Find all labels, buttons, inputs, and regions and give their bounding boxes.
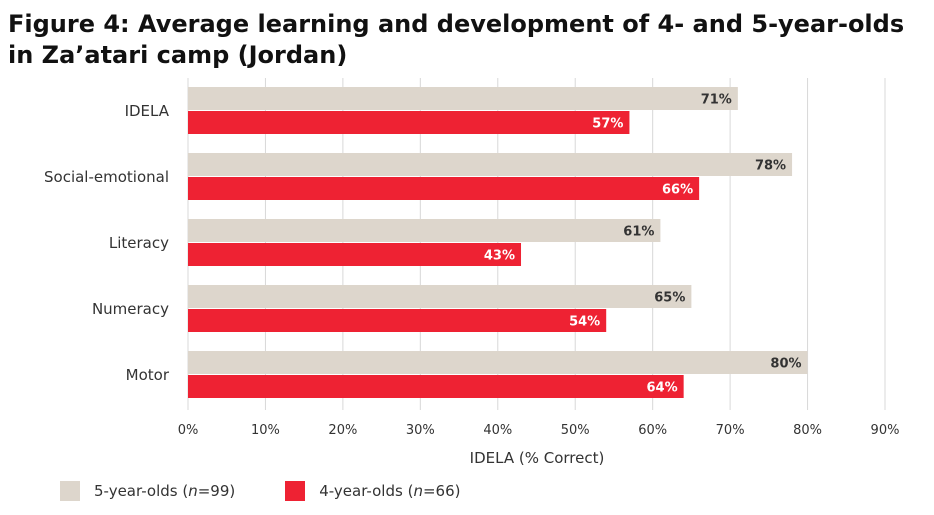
data-label: 43%: [484, 249, 515, 264]
bar: [188, 87, 738, 110]
x-tick-label: 30%: [406, 423, 435, 438]
legend-swatch-5-year-olds: [60, 481, 80, 501]
x-tick-label: 40%: [483, 423, 512, 438]
x-tick-label: 50%: [561, 423, 590, 438]
bar: [188, 375, 684, 398]
bar: [188, 219, 661, 242]
bar: [188, 285, 692, 308]
category-label: Literacy: [109, 234, 169, 252]
bar-chart: 71% 57% 78% 66% 61% 43% 65% 54% 80% 64% IDELA Soci…: [44, 78, 900, 467]
bar: [188, 243, 522, 266]
x-tick-label: 20%: [328, 423, 357, 438]
data-labels: 71% 57% 78% 66% 61% 43% 65% 54% 80% 64%: [484, 93, 802, 396]
x-tick-label: 80%: [793, 423, 822, 438]
x-axis-label: IDELA (% Correct): [470, 449, 605, 467]
bar: [188, 309, 607, 332]
bar: [188, 153, 793, 176]
legend-item-5-year-olds: 5-year-olds (n=99): [60, 481, 235, 501]
category-label: Motor: [126, 366, 170, 384]
bar: [188, 111, 630, 134]
category-label: Numeracy: [92, 300, 169, 318]
data-label: 61%: [623, 225, 654, 240]
data-label: 66%: [662, 183, 693, 198]
data-label: 57%: [592, 117, 623, 132]
legend-item-4-year-olds: 4-year-olds (n=66): [285, 481, 460, 501]
legend-label-4-year-olds: 4-year-olds (n=66): [319, 482, 461, 500]
chart-title: Figure 4: Average learning and developme…: [8, 9, 928, 71]
bar: [188, 177, 700, 200]
data-label: 78%: [755, 159, 786, 174]
x-tick-labels: 0% 10% 20% 30% 40% 50% 60% 70% 80% 90%: [178, 423, 900, 438]
bar: [188, 351, 808, 374]
legend-label-5-year-olds: 5-year-olds (n=99): [94, 482, 236, 500]
chart-title-line-2: in Za’atari camp (Jordan): [8, 41, 348, 69]
category-label: IDELA: [125, 102, 170, 120]
bars: [188, 87, 808, 398]
legend: 5-year-olds (n=99) 4-year-olds (n=66): [60, 478, 510, 504]
x-tick-label: 70%: [716, 423, 745, 438]
data-label: 80%: [770, 357, 801, 372]
x-tick-label: 10%: [251, 423, 280, 438]
x-tick-label: 60%: [638, 423, 667, 438]
x-tick-label: 0%: [178, 423, 199, 438]
chart-title-line-1: Figure 4: Average learning and developme…: [8, 10, 905, 38]
data-label: 54%: [569, 315, 600, 330]
x-tick-label: 90%: [871, 423, 900, 438]
legend-swatch-4-year-olds: [285, 481, 306, 501]
data-label: 64%: [647, 381, 678, 396]
data-label: 71%: [701, 93, 732, 108]
category-labels: IDELA Social-emotional Literacy Numeracy Mot…: [44, 102, 170, 384]
data-label: 65%: [654, 291, 685, 306]
category-label: Social-emotional: [44, 168, 169, 186]
